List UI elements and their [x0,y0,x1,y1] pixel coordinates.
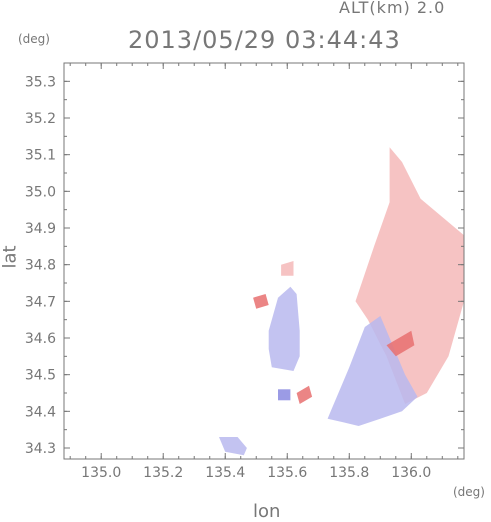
y-tick-label: 34.8 [25,258,56,274]
x-axis: 135.0 135.2 135.4 135.6 135.8 136.0 [69,63,459,481]
x-tick-label: 135.0 [81,465,121,481]
chart-title: 2013/05/29 03:44:43 [128,26,401,54]
x-axis-unit: (deg) [453,485,485,499]
y-tick-label: 34.3 [25,441,56,457]
y-axis-unit: (deg) [18,32,50,46]
x-axis-label: lon [253,501,281,522]
y-tick-label: 35.0 [25,184,56,200]
x-tick-label: 135.4 [205,465,245,481]
y-tick-label: 35.1 [25,148,56,164]
y-axis: 34.3 34.4 34.5 34.6 34.7 34.8 34.9 35.0 35.1 35.2… [25,62,464,457]
region-small-cell-1 [296,385,313,404]
x-tick-label: 135.2 [143,465,183,481]
y-tick-label: 34.7 [25,294,56,310]
x-tick-label: 136.0 [391,465,431,481]
altitude-label: ALT(km) 2.0 [339,0,446,17]
y-tick-label: 35.3 [25,74,56,90]
y-tick-label: 34.9 [25,221,56,237]
region-small-cell-4 [278,389,291,401]
y-tick-label: 34.6 [25,331,56,347]
region-south-echo-negative [219,437,247,456]
x-tick-label: 135.8 [329,465,369,481]
plot-frame [63,62,465,460]
region-small-cell-3 [281,261,294,276]
velocity-field [219,147,464,456]
region-central-echo-negative [268,286,300,371]
y-tick-label: 34.5 [25,368,56,384]
y-tick-label: 34.4 [25,404,56,420]
region-small-cell-2 [253,294,269,309]
region-small-cell-5 [386,330,415,357]
region-east-echo-negative [327,316,418,426]
x-tick-label: 135.6 [267,465,307,481]
y-tick-label: 35.2 [25,111,56,127]
